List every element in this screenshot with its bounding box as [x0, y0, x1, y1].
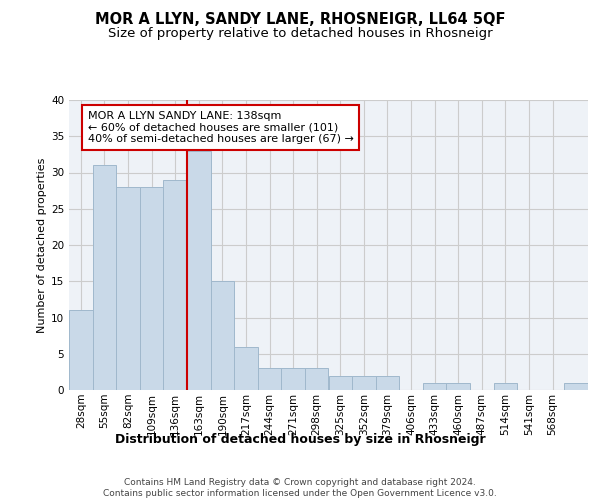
- Text: MOR A LLYN, SANDY LANE, RHOSNEIGR, LL64 5QF: MOR A LLYN, SANDY LANE, RHOSNEIGR, LL64 …: [95, 12, 505, 28]
- Bar: [565, 383, 588, 390]
- Bar: [69, 310, 92, 390]
- Bar: [376, 376, 399, 390]
- Text: Contains HM Land Registry data © Crown copyright and database right 2024.
Contai: Contains HM Land Registry data © Crown c…: [103, 478, 497, 498]
- Bar: [423, 383, 446, 390]
- Bar: [258, 368, 281, 390]
- Bar: [211, 281, 234, 390]
- Bar: [140, 187, 163, 390]
- Bar: [352, 376, 376, 390]
- Bar: [329, 376, 352, 390]
- Bar: [163, 180, 187, 390]
- Text: MOR A LLYN SANDY LANE: 138sqm
← 60% of detached houses are smaller (101)
40% of : MOR A LLYN SANDY LANE: 138sqm ← 60% of d…: [88, 111, 354, 144]
- Bar: [305, 368, 329, 390]
- Bar: [116, 187, 140, 390]
- Text: Distribution of detached houses by size in Rhosneigr: Distribution of detached houses by size …: [115, 432, 485, 446]
- Text: Size of property relative to detached houses in Rhosneigr: Size of property relative to detached ho…: [107, 28, 493, 40]
- Bar: [92, 165, 116, 390]
- Bar: [187, 151, 211, 390]
- Bar: [234, 346, 258, 390]
- Y-axis label: Number of detached properties: Number of detached properties: [37, 158, 47, 332]
- Bar: [494, 383, 517, 390]
- Bar: [446, 383, 470, 390]
- Bar: [281, 368, 305, 390]
